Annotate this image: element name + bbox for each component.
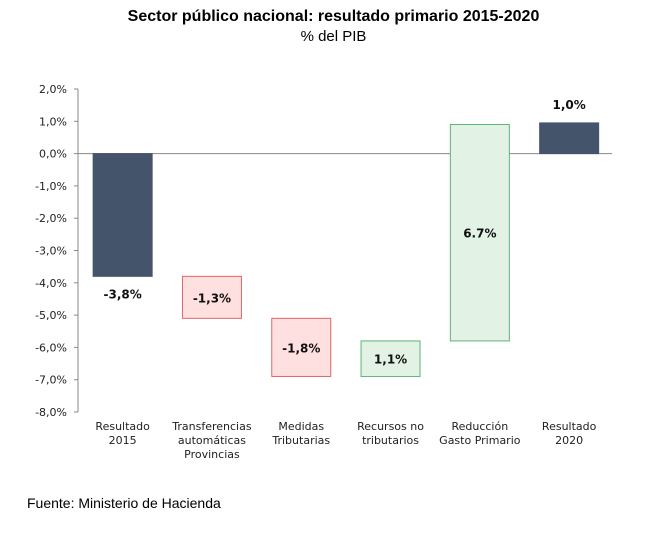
category-label-line: automáticas — [178, 434, 246, 447]
y-tick-label: -3,0% — [35, 245, 67, 258]
y-tick-label: -5,0% — [35, 309, 67, 322]
category-label-line: Resultado — [95, 420, 150, 433]
data-label: -3,8% — [104, 287, 142, 301]
category-label-line: Resultado — [542, 420, 597, 433]
category-label-line: Gasto Primario — [439, 434, 521, 447]
y-tick-label: -7,0% — [35, 374, 67, 387]
category-label-line: Reducción — [451, 420, 508, 433]
category-label: Recursos no tributarios — [357, 420, 424, 447]
bar-decrease — [271, 317, 332, 377]
data-label: 6.7% — [463, 227, 496, 241]
category-label: Medidas Tributarias — [271, 420, 330, 447]
source-note: Fuente: Ministerio de Hacienda — [27, 495, 221, 511]
chart-subtitle: % del PIB — [300, 28, 367, 45]
bar-total — [92, 153, 153, 277]
y-tick-label: 0,0% — [39, 148, 67, 161]
category-label: Transferencias automáticas Provincias — [171, 420, 252, 461]
y-tick-label: -4,0% — [35, 277, 67, 290]
y-tick-label: 2,0% — [39, 83, 67, 96]
bar-total — [539, 122, 600, 155]
category-label: Resultado 2015 — [95, 420, 150, 447]
data-label: -1,8% — [282, 341, 320, 355]
data-label: -1,3% — [193, 291, 231, 305]
category-label-line: 2015 — [109, 434, 137, 447]
data-label: 1,0% — [553, 98, 586, 112]
category-label: Resultado 2020 — [542, 420, 597, 447]
y-tick-label: -2,0% — [35, 212, 67, 225]
category-label-line: Tributarias — [271, 434, 330, 447]
y-tick-label: -8,0% — [35, 406, 67, 419]
category-label: Reducción Gasto Primario — [439, 420, 521, 447]
bar-decrease — [181, 275, 242, 319]
chart-title: Sector público nacional: resultado prima… — [127, 8, 540, 25]
data-label: 1,1% — [374, 353, 407, 367]
waterfall-chart: 2,0% 1,0% 0,0% -1,0% -2,0% -3,0% -4,0% -5,0% -6,… — [35, 83, 612, 461]
category-label-line: tributarios — [362, 434, 419, 447]
y-tick-label: -1,0% — [35, 180, 67, 193]
y-tick-label: -6,0% — [35, 341, 67, 354]
category-label-line: Recursos no — [357, 420, 424, 433]
category-label-line: Medidas — [278, 420, 324, 433]
bar-increase — [360, 340, 421, 377]
y-tick-label: 1,0% — [39, 115, 67, 128]
category-label-line: 2020 — [555, 434, 583, 447]
category-label-line: Transferencias — [171, 420, 252, 433]
category-label-line: Provincias — [184, 448, 240, 461]
bar-increase — [449, 124, 510, 342]
